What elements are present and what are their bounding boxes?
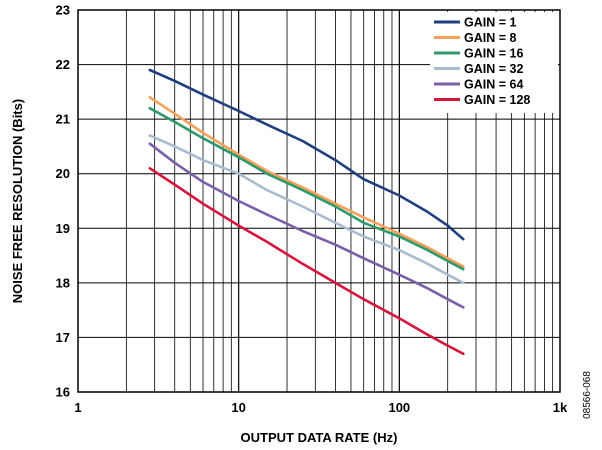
legend-entry-label: GAIN = 16 (464, 47, 523, 61)
y-tick-label: 22 (56, 57, 70, 72)
series-line (148, 106, 465, 271)
legend-entry-label: GAIN = 8 (464, 31, 516, 45)
series-line (148, 134, 465, 285)
figure-id: 08566-068 (582, 371, 593, 419)
grid-lines (78, 10, 560, 392)
series-line (148, 96, 465, 268)
legend-entry-label: GAIN = 128 (464, 93, 530, 107)
y-tick-label: 20 (56, 166, 70, 181)
y-tick-label: 18 (56, 275, 70, 290)
legend-background (430, 12, 558, 113)
tick-labels: 1 10 100 1k 16 17 18 19 20 21 22 23 (56, 3, 568, 416)
y-axis-label: NOISE FREE RESOLUTION (Bits) (10, 99, 25, 303)
x-axis-label: OUTPUT DATA RATE (Hz) (241, 430, 398, 445)
y-tick-label: 21 (56, 112, 70, 127)
x-tick-label: 1k (553, 400, 568, 415)
y-tick-label: 16 (56, 385, 70, 400)
series-line (148, 68, 465, 241)
series-line (148, 167, 465, 356)
legend-entry-label: GAIN = 32 (464, 62, 523, 76)
series-line (148, 142, 465, 309)
y-tick-label: 17 (56, 330, 70, 345)
plot-frame (77, 9, 561, 393)
x-tick-label: 100 (388, 400, 410, 415)
y-tick-label: 23 (56, 3, 70, 18)
x-tick-label: 1 (74, 400, 81, 415)
y-tick-label: 19 (56, 221, 70, 236)
x-tick-label: 10 (231, 400, 245, 415)
legend-entry-label: GAIN = 1 (464, 16, 516, 30)
series-lines (148, 68, 465, 356)
legend-entry-label: GAIN = 64 (464, 78, 523, 92)
